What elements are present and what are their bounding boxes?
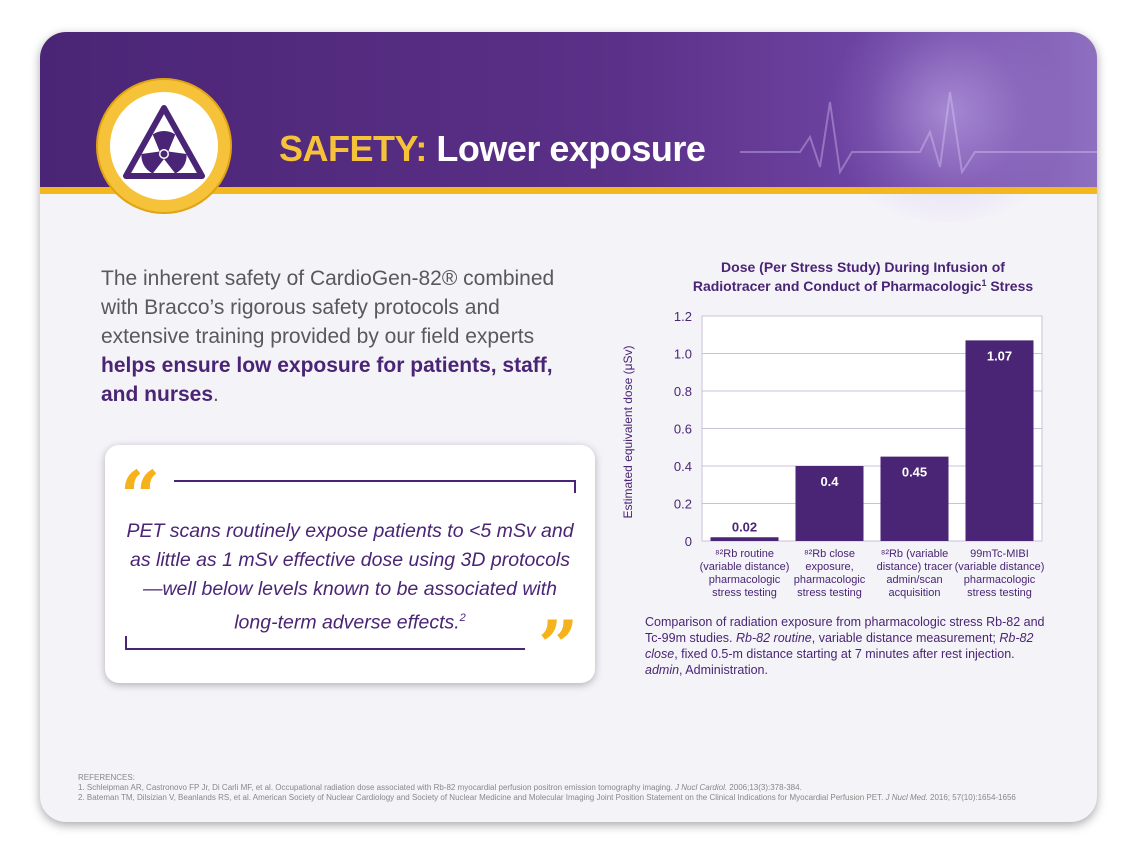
radiation-badge	[96, 78, 232, 214]
title-rest: Lower exposure	[436, 128, 706, 169]
y-tick-label: 1.0	[674, 347, 692, 362]
open-quote-icon: “	[120, 455, 161, 538]
x-category-label-line: pharmacologic	[964, 574, 1036, 586]
reference-2-text: 2. Bateman TM, Dilsizian V, Beanlands RS…	[78, 793, 884, 802]
chart-title-line-2-text: Radiotracer and Conduct of Pharmacologic	[693, 278, 982, 294]
caption-italic-3: admin	[645, 663, 680, 677]
reference-2-end: 2016; 57(10):1654-1656	[930, 793, 1016, 802]
bar-data-label: 0.4	[820, 474, 839, 489]
x-category-label-line: acquisition	[889, 587, 941, 599]
x-category-label-line: ⁸²Rb (variable	[881, 548, 949, 560]
bar	[795, 466, 864, 541]
bar-data-label: 0.45	[902, 465, 927, 480]
bar	[710, 537, 779, 541]
y-tick-label: 0	[685, 534, 692, 549]
x-category-label-line: (variable distance)	[955, 561, 1045, 573]
references-heading: REFERENCES:	[78, 773, 135, 782]
chart-title-line-2-end: Stress	[986, 278, 1033, 294]
y-axis-label: Estimated equivalent dose (μSv)	[621, 345, 635, 518]
close-quote-icon: ”	[538, 605, 579, 688]
quote-rule-bottom-tick	[125, 636, 127, 649]
x-category-label-line: (variable distance)	[700, 561, 790, 573]
page-title: SAFETY: Lower exposure	[279, 128, 706, 170]
chart-title-line-2: Radiotracer and Conduct of Pharmacologic…	[693, 278, 1034, 294]
quote-ref: 2	[459, 612, 466, 624]
x-category-label: ⁸²Rb (variable distance) tracer admin/scan…	[877, 548, 953, 599]
ecg-wave-decoration	[740, 91, 1097, 175]
x-category-label-line: distance) tracer	[877, 561, 953, 573]
x-category-label: ⁸²Rb routine (variable distance) pharmacol…	[700, 548, 790, 599]
caption-part-1: Comparison of radiation exposure from ph…	[645, 615, 1045, 645]
x-category-label-line: stress testing	[712, 587, 777, 599]
quote-rule-top-tick	[574, 480, 576, 493]
intro-paragraph: The inherent safety of CardioGen-82® com…	[101, 264, 571, 409]
caption-italic-2: Rb-82 close	[645, 631, 1034, 661]
y-tick-label: 0.8	[674, 384, 692, 399]
radiation-warning-icon	[123, 105, 205, 179]
x-category-label: 99mTc-MIBI (variable distance) pharmacolog…	[955, 548, 1045, 599]
bar-data-label: 1.07	[987, 348, 1012, 363]
caption-italic-1: Rb-82 routine	[736, 631, 812, 645]
quote-rule-top	[174, 480, 575, 482]
x-category-label-line: admin/scan	[886, 574, 942, 586]
x-category-label-line: 99mTc-MIBI	[970, 548, 1029, 560]
bar-data-label: 0.02	[732, 519, 757, 534]
caption-part-2: , variable distance measurement;	[811, 631, 996, 645]
x-category-label-line: stress testing	[797, 587, 862, 599]
quote-rule-bottom	[125, 648, 525, 650]
gold-divider	[40, 187, 1097, 194]
y-tick-label: 0.2	[674, 497, 692, 512]
x-category-label-line: ⁸²Rb close	[804, 548, 855, 560]
chart-title-line-1: Dose (Per Stress Study) During Infusion …	[721, 259, 1005, 275]
quote-text: PET scans routinely expose patients to <…	[125, 517, 575, 638]
y-tick-label: 0.6	[674, 422, 692, 437]
bar	[965, 340, 1034, 541]
chart-title-superscript: 1	[981, 278, 986, 288]
x-category-label-line: exposure,	[805, 561, 853, 573]
content-card: SAFETY: Lower exposure The inherent safe…	[40, 32, 1097, 822]
references: REFERENCES: 1. Schleipman AR, Castronovo…	[78, 773, 1078, 803]
x-category-label-line: pharmacologic	[794, 574, 866, 586]
bar	[880, 456, 949, 541]
dose-bar-chart: Dose (Per Stress Study) During Infusion …	[621, 259, 1045, 599]
reference-1-text: 1. Schleipman AR, Castronovo FP Jr, Di C…	[78, 783, 673, 792]
x-category-label-line: ⁸²Rb routine	[715, 548, 774, 560]
reference-1-journal: J Nucl Cardiol.	[675, 783, 728, 792]
caption-part-3: , fixed 0.5-m distance starting at 7 min…	[674, 647, 1015, 661]
quote-box: “ PET scans routinely expose patients to…	[105, 445, 595, 683]
title-accent: SAFETY:	[279, 128, 427, 169]
reference-2: 2. Bateman TM, Dilsizian V, Beanlands RS…	[78, 793, 1078, 803]
quote-body: PET scans routinely expose patients to <…	[126, 520, 574, 634]
intro-highlight: helps ensure low exposure for patients, …	[101, 354, 553, 406]
radiation-badge-inner	[110, 92, 218, 200]
intro-text: The inherent safety of CardioGen-82® com…	[101, 267, 555, 348]
y-tick-label: 1.2	[674, 309, 692, 324]
reference-1: 1. Schleipman AR, Castronovo FP Jr, Di C…	[78, 783, 1078, 793]
x-category-label-line: pharmacologic	[709, 574, 781, 586]
chart-caption: Comparison of radiation exposure from ph…	[645, 614, 1045, 678]
reference-2-journal: J Nucl Med.	[885, 793, 928, 802]
intro-end: .	[213, 383, 219, 406]
y-tick-label: 0.4	[674, 459, 692, 474]
x-category-label: ⁸²Rb close exposure, pharmacologic stress t…	[794, 548, 866, 599]
x-category-label-line: stress testing	[967, 587, 1032, 599]
reference-1-end: 2006;13(3):378-384.	[729, 783, 802, 792]
caption-part-4: , Administration.	[679, 663, 768, 677]
